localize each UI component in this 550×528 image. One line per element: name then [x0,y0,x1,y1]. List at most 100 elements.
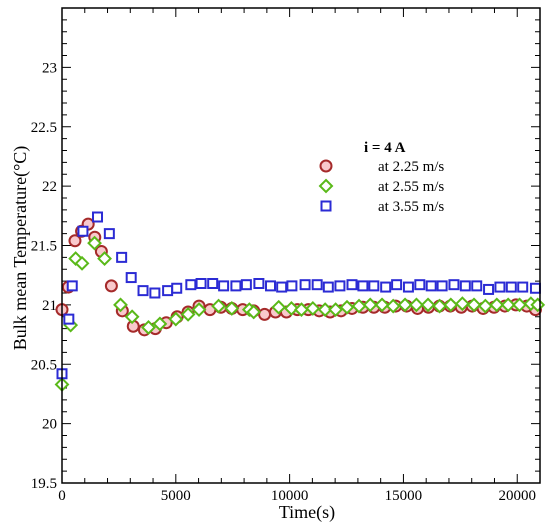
data-point [494,281,506,293]
data-point [374,297,390,313]
data-point [391,279,403,291]
data-point [224,301,240,316]
data-point [113,297,128,313]
data-point [218,280,230,292]
series-diamond [54,235,546,392]
y-tick-label: 20 [42,417,57,433]
data-point [191,302,207,318]
x-tick-label: 10000 [271,488,309,504]
legend-title: i = 4 A [364,140,406,156]
axis-ticks [61,8,540,484]
y-tick-label: 19.5 [31,476,57,492]
y-tick-label: 23 [42,60,57,76]
data-point [505,281,517,293]
data-point [195,278,207,289]
data-point [141,320,156,335]
legend-entries: at 2.25 m/s at 2.55 m/s at 3.55 m/s [318,159,444,215]
data-point [436,280,448,292]
y-tick-label: 20.5 [31,357,57,373]
data-point [368,280,380,292]
data-point [92,211,104,223]
y-tick-labels: 19.5 20 20.5 21 21.5 22 22.5 23 [31,60,57,492]
data-point [466,297,482,313]
y-tick-label: 22.5 [31,120,57,136]
data-point [207,278,219,289]
data-point [264,280,276,292]
data-point [483,283,495,295]
data-point [246,304,262,320]
data-point [328,302,344,318]
x-tick-label: 5000 [161,488,191,504]
data-point [448,279,460,291]
data-point [299,279,311,291]
data-point [116,251,128,263]
data-point [230,280,242,292]
y-tick-label: 22 [42,179,57,195]
data-point [124,309,140,325]
legend-label: at 2.25 m/s [378,159,444,175]
y-tick-label: 21.5 [31,239,57,255]
legend-label: at 3.55 m/s [378,199,444,215]
data-point [334,280,346,292]
data-point [74,255,90,271]
data-point [500,297,516,313]
x-tick-label: 20000 [498,488,536,504]
data-point [68,234,82,248]
data-point [322,281,334,293]
data-point [351,298,367,314]
data-point [529,282,541,294]
data-point [271,299,287,315]
data-point [97,251,112,266]
data-point [253,278,265,289]
legend-marker [319,159,333,173]
x-axis-title: Time(s) [279,502,335,523]
data-point [339,299,355,315]
data-point [276,281,288,293]
data-point [517,281,529,293]
legend-marker [320,200,332,212]
data-point [311,279,323,291]
data-point [408,297,424,313]
data-point [317,302,333,318]
data-point [443,297,459,313]
data-point [471,280,483,292]
data-point [512,297,527,313]
x-tick-label: 0 [58,488,66,504]
data-point [357,280,369,292]
data-point [125,272,137,284]
data-point [477,298,493,314]
legend-label: at 2.55 m/s [378,179,444,195]
data-point [432,298,448,314]
data-point [284,301,299,316]
data-point [425,280,437,292]
data-point [362,297,378,313]
data-point [402,281,414,293]
data-point [414,279,426,291]
data-point [149,287,161,299]
data-point [286,280,298,292]
data-point [240,279,252,291]
data-point [103,228,115,240]
data-point [305,301,321,316]
data-point [66,280,78,292]
legend-marker [318,178,334,194]
data-point [454,296,470,312]
x-tick-labels: 0 5000 10000 15000 20000 [58,488,536,504]
data-point [185,279,197,291]
data-point [171,282,183,294]
y-tick-label: 21 [42,298,57,314]
data-point [77,225,89,237]
x-tick-label: 15000 [385,488,423,504]
data-point [294,302,309,318]
plot-area-frame [61,7,541,484]
data-point [420,297,436,313]
data-point [180,306,196,322]
data-point [459,280,471,292]
data-point [152,316,168,332]
data-markers [54,211,546,392]
data-point [489,297,505,313]
data-point [258,307,272,321]
y-axis-title: Bulk mean Temperature(°C) [10,146,31,351]
data-point [385,298,401,314]
